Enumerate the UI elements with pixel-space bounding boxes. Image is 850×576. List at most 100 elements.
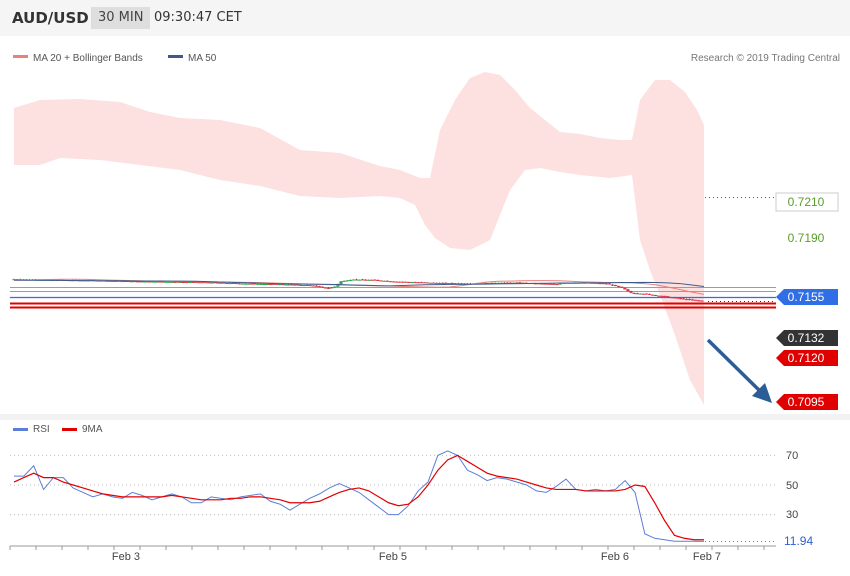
- candle-body: [539, 283, 544, 285]
- candle-body: [237, 283, 241, 285]
- candle-body: [641, 293, 645, 295]
- candle-body: [197, 282, 201, 284]
- candle-body: [203, 282, 207, 284]
- candle-body: [243, 283, 247, 285]
- candle-body: [246, 283, 251, 285]
- candle-body: [126, 280, 130, 282]
- candle-body: [163, 281, 167, 283]
- candle-body: [293, 284, 297, 286]
- candle-body: [509, 282, 513, 284]
- candle-body: [206, 282, 210, 284]
- candle-body: [327, 287, 331, 289]
- candle-body: [416, 282, 420, 284]
- candle-body: [12, 279, 16, 281]
- candle-body: [453, 283, 457, 285]
- rsi-lines: [13, 450, 705, 542]
- x-label-feb3: Feb 3: [112, 551, 140, 563]
- candle-body: [132, 281, 136, 283]
- candle-body: [151, 281, 155, 283]
- candle-body: [620, 286, 624, 288]
- candle-body: [114, 280, 118, 282]
- candle-body: [518, 282, 522, 284]
- candle-body: [262, 283, 266, 285]
- candle-body: [111, 280, 115, 282]
- candle-body: [459, 283, 463, 285]
- candle-body: [320, 286, 325, 288]
- candle-body: [342, 280, 346, 282]
- candle-body: [305, 284, 309, 286]
- candle-body: [669, 297, 673, 299]
- candle-body: [410, 282, 414, 284]
- legend-ma50-swatch: [168, 55, 183, 58]
- candle-body: [209, 282, 214, 284]
- candle-body: [666, 296, 670, 298]
- candle-body: [240, 283, 244, 285]
- candle-body: [299, 284, 303, 286]
- rsi-ma-legend-label: 9MA: [82, 424, 103, 435]
- candle-body: [148, 281, 152, 283]
- candle-body: [623, 287, 627, 290]
- candle-body: [422, 282, 426, 284]
- candle-body: [135, 281, 140, 283]
- candle-body: [543, 283, 547, 285]
- candle-body: [265, 284, 269, 286]
- candle-body: [391, 281, 396, 283]
- candle-body: [555, 284, 559, 286]
- timeframe-button[interactable]: 30 MIN: [91, 7, 151, 29]
- candle-body: [364, 279, 368, 281]
- candle-body: [222, 282, 226, 284]
- rsi-tick-50: 50: [786, 480, 798, 492]
- candle-body: [296, 284, 300, 286]
- candle-body: [663, 295, 667, 297]
- candle-body: [450, 282, 454, 284]
- candle-body: [367, 279, 371, 281]
- candle-body: [697, 300, 701, 302]
- candle-body: [330, 287, 334, 289]
- candle-body: [499, 282, 504, 284]
- candle-body: [172, 281, 177, 283]
- price-tag-7190: 0.7190: [776, 229, 838, 247]
- candle-body: [419, 282, 423, 284]
- candle-body: [626, 289, 630, 292]
- panel-separator: [0, 414, 850, 420]
- candle-body: [253, 283, 257, 285]
- candle-body: [407, 281, 411, 283]
- rsi-current-value: 11.94: [784, 534, 813, 548]
- candle-body: [370, 279, 374, 281]
- candle-body: [339, 281, 343, 284]
- candle-body: [138, 281, 143, 283]
- candle-body: [617, 285, 621, 287]
- candle-body: [317, 286, 322, 288]
- candle-body: [431, 282, 436, 284]
- price-tag-7155: 0.7155: [776, 289, 838, 305]
- candle-body: [660, 295, 664, 297]
- candle-body: [376, 280, 380, 282]
- forecast-arrow: [706, 338, 772, 403]
- rsi-gridlines: [10, 454, 776, 542]
- candle-body: [141, 281, 146, 283]
- candle-body: [302, 285, 306, 287]
- candle-body: [231, 282, 235, 284]
- candle-body: [212, 282, 217, 284]
- candle-body: [154, 281, 158, 283]
- candle-body: [274, 283, 278, 285]
- candle-body: [629, 291, 633, 293]
- candle-body: [379, 280, 383, 282]
- candle-body: [333, 286, 337, 288]
- candle-body: [179, 281, 183, 283]
- candle-body: [691, 299, 695, 301]
- legend-ma20-label: MA 20 + Bollinger Bands: [33, 53, 143, 64]
- x-axis-ticks: [9, 546, 765, 550]
- candle-body: [632, 293, 636, 295]
- candle-body: [484, 283, 488, 285]
- candle-body: [290, 284, 294, 286]
- candle-body: [324, 287, 328, 289]
- ma50-line: [13, 279, 705, 288]
- candle-body: [361, 279, 365, 281]
- candle-body: [388, 281, 392, 283]
- candle-body: [311, 285, 315, 287]
- candle-body: [404, 281, 408, 283]
- legend: MA 20 + Bollinger Bands MA 50: [13, 53, 217, 64]
- x-label-feb5: Feb 5: [379, 551, 407, 563]
- candle-body: [425, 282, 430, 284]
